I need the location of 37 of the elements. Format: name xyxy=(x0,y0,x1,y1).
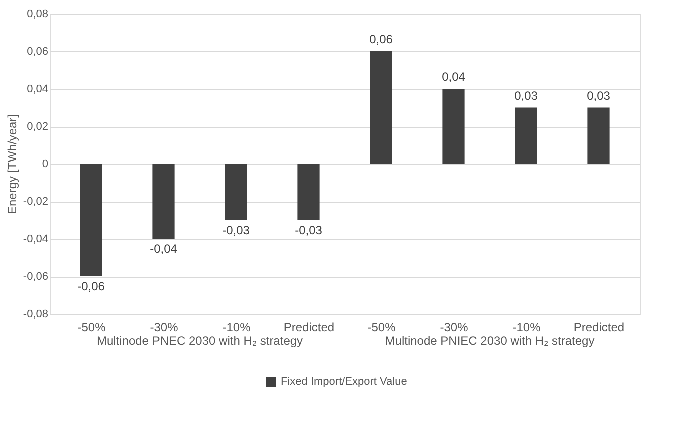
y-tick-label: -0,06 xyxy=(23,271,48,283)
y-axis-title: Energy [TWh/year] xyxy=(5,114,20,215)
data-label: -0,04 xyxy=(150,242,178,256)
text: Multinode PNIEC 2030 with H₂ strategy xyxy=(385,334,595,348)
y-tick-label: 0,02 xyxy=(27,121,48,133)
data-label: -0,06 xyxy=(78,280,106,294)
data-label: 0,06 xyxy=(370,32,394,46)
bar xyxy=(80,164,102,276)
bar xyxy=(370,52,392,164)
x-tick-label: -10% xyxy=(222,320,252,334)
y-tick-label: -0,04 xyxy=(23,234,48,246)
data-label: -0,03 xyxy=(222,223,250,238)
bar xyxy=(152,164,175,239)
bar xyxy=(225,164,248,220)
y-tick-label: 0,06 xyxy=(27,46,48,58)
x-tick-label: Predicted xyxy=(574,320,625,334)
x-tick-label: -10% xyxy=(512,320,542,334)
y-tick-label: 0,04 xyxy=(27,84,48,96)
bar xyxy=(298,164,320,220)
x-tick-label: -30% xyxy=(440,320,469,334)
x-tick-label: -30% xyxy=(150,320,179,334)
y-tick-label: 0 xyxy=(42,158,48,170)
bar xyxy=(515,108,538,164)
data-label: 0,03 xyxy=(587,88,611,103)
legend-label: Fixed Import/Export Value xyxy=(281,376,408,388)
y-tick-label: -0,08 xyxy=(23,308,48,320)
y-tick-label: 0,08 xyxy=(27,8,48,20)
x-tick-label: -50% xyxy=(78,320,106,334)
bar xyxy=(442,89,465,164)
data-label: -0,03 xyxy=(295,223,323,238)
data-label: 0,04 xyxy=(442,70,466,84)
text: Multinode PNEC 2030 with H₂ strategy xyxy=(96,334,304,348)
x-tick-label: Predicted xyxy=(284,320,335,334)
x-tick-label: -50% xyxy=(368,320,396,334)
bar xyxy=(588,108,610,164)
data-label: 0,03 xyxy=(514,88,538,103)
y-tick-label: -0,02 xyxy=(23,196,48,208)
